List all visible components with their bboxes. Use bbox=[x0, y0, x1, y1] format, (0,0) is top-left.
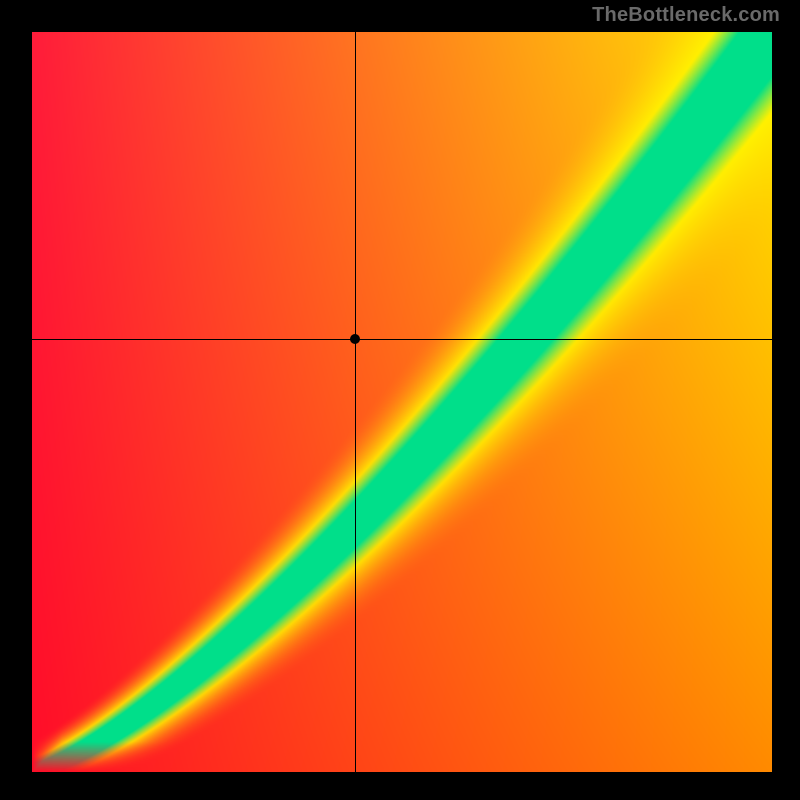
plot-frame bbox=[32, 32, 772, 772]
crosshair-horizontal bbox=[32, 339, 772, 340]
crosshair-marker bbox=[350, 334, 360, 344]
heatmap-canvas bbox=[32, 32, 772, 772]
crosshair-vertical bbox=[355, 32, 356, 772]
watermark-text: TheBottleneck.com bbox=[592, 4, 780, 27]
